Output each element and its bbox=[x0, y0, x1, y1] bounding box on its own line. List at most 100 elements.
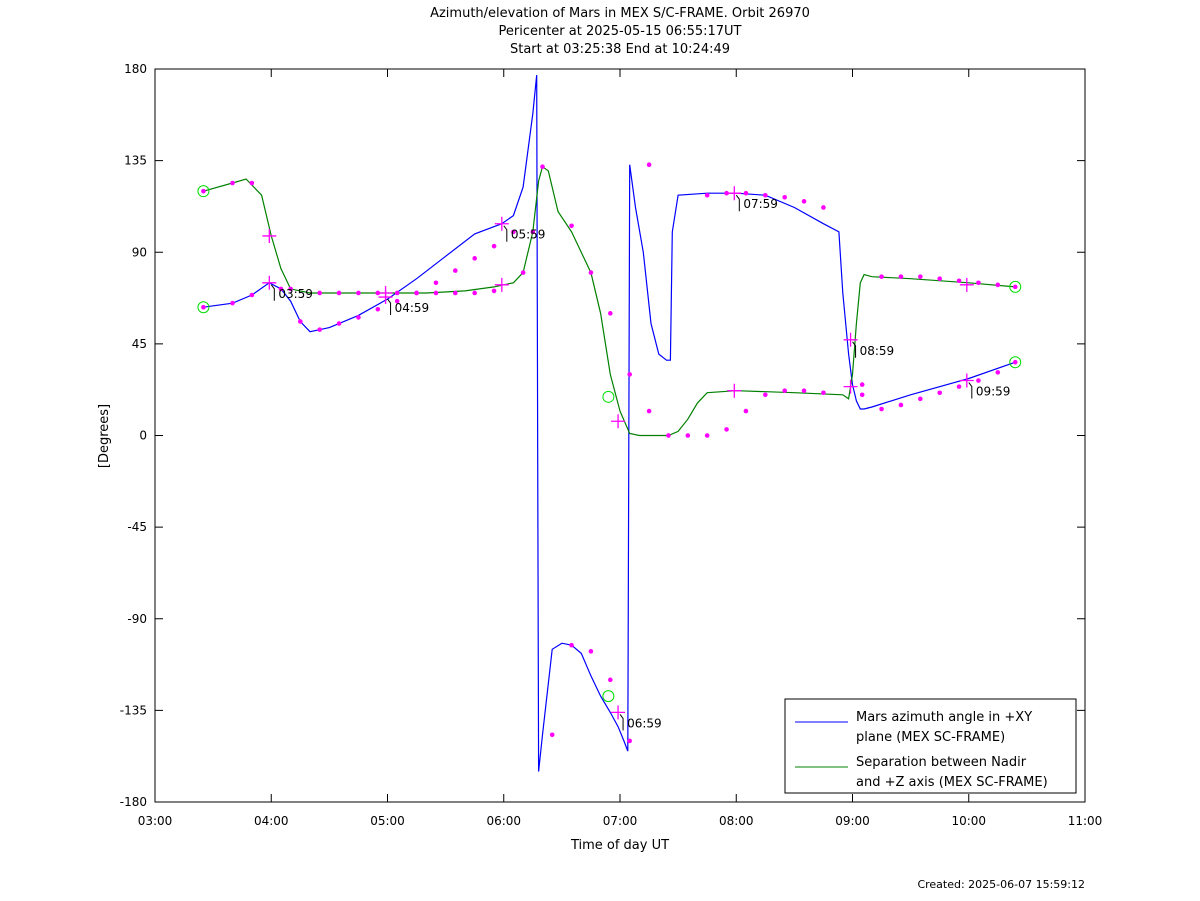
y-tick-label: -135 bbox=[120, 703, 147, 717]
separation-sample-point bbox=[646, 408, 652, 414]
separation-sample-point bbox=[336, 290, 342, 296]
azimuth-sample-point bbox=[608, 677, 613, 683]
azimuth-sample-point bbox=[249, 292, 255, 298]
hour-annotations: 03:59 04:59 05:59 06:59 07:59 08:59 09:59 bbox=[270, 194, 1010, 731]
azimuth-hour-cross bbox=[727, 186, 742, 201]
azimuth-sample-point bbox=[627, 738, 632, 744]
separation-sample-point bbox=[724, 427, 729, 432]
separation-hour-cross bbox=[378, 285, 393, 300]
hour-annotation-label: 05:59 bbox=[511, 228, 546, 242]
chart-title-line-2: Pericenter at 2025-05-15 06:55:17UT bbox=[498, 24, 741, 39]
separation-sample-point bbox=[801, 388, 807, 394]
azimuth-endpoint-circle bbox=[197, 301, 210, 314]
y-tick-label: 90 bbox=[132, 245, 147, 259]
hour-annotation-label: 07:59 bbox=[743, 197, 778, 211]
separation-sample-point bbox=[317, 290, 322, 296]
separation-sample-point bbox=[569, 223, 574, 229]
azimuth-sample-point bbox=[956, 384, 962, 389]
separation-sample-point bbox=[356, 290, 361, 296]
separation-sample-point bbox=[918, 274, 923, 279]
azimuth-sample-point bbox=[724, 190, 729, 196]
y-tick-label: -90 bbox=[127, 612, 147, 626]
separation-series-line bbox=[203, 165, 1016, 437]
hour-annotation-pointer bbox=[387, 298, 392, 316]
hour-annotation-pointer bbox=[735, 194, 740, 212]
azimuth-sample-point bbox=[375, 306, 381, 312]
separation-sample-point bbox=[763, 392, 768, 398]
azimuth-sample-point bbox=[453, 268, 458, 273]
azimuth-sample-point bbox=[801, 199, 807, 204]
separation-sample-point bbox=[414, 290, 419, 296]
azimuth-series-line bbox=[203, 75, 1016, 772]
separation-endpoint-circle bbox=[1009, 280, 1022, 293]
y-tick-label: 135 bbox=[124, 154, 147, 168]
separation-sample-point bbox=[937, 276, 942, 282]
separation-sample-point bbox=[530, 229, 536, 235]
azimuth-sample-point bbox=[704, 192, 710, 198]
hour-annotation-pointer bbox=[270, 284, 275, 301]
x-tick-label: 04:00 bbox=[254, 814, 289, 828]
separation-sample-point bbox=[627, 372, 632, 377]
x-tick-label: 08:00 bbox=[719, 814, 754, 828]
separation-sample-point bbox=[956, 278, 962, 284]
azimuth-sample-point bbox=[763, 192, 768, 198]
azimuth-sample-point bbox=[472, 256, 477, 261]
x-tick-label: 10:00 bbox=[951, 814, 986, 828]
separation-hour-cross bbox=[611, 414, 626, 429]
azimuth-sample-point bbox=[549, 732, 555, 738]
separation-sample-point bbox=[608, 311, 613, 316]
separation-sample-point bbox=[375, 290, 381, 296]
separation-sample-point bbox=[540, 164, 545, 170]
separation-sample-point bbox=[743, 408, 749, 414]
azimuth-hour-cross bbox=[262, 275, 277, 290]
legend-box bbox=[784, 698, 1077, 794]
azimuth-sample-point bbox=[918, 396, 923, 402]
azimuth-sample-point bbox=[230, 300, 235, 306]
separation-sample-point bbox=[898, 274, 904, 279]
azimuth-sample-point bbox=[821, 205, 826, 210]
separation-hour-cross bbox=[262, 228, 277, 243]
chart-title-line-3: Start at 03:25:38 End at 10:24:49 bbox=[510, 42, 730, 57]
separation-sample-point bbox=[782, 388, 787, 394]
created-timestamp: Created: 2025-06-07 15:59:12 bbox=[917, 878, 1085, 891]
separation-sample-point bbox=[394, 290, 400, 296]
legend: Mars azimuth angle in +XY plane (MEX SC-… bbox=[784, 698, 1077, 794]
azimuth-endpoint-circle bbox=[1009, 356, 1022, 369]
x-tick-labels: 03:00 04:00 05:00 06:00 07:00 08:00 09:00 10:00… bbox=[138, 814, 1103, 828]
separation-sample-point bbox=[666, 433, 671, 438]
separation-sample-point bbox=[433, 290, 439, 296]
separation-sample-point bbox=[685, 433, 691, 438]
azimuth-hour-cross bbox=[494, 216, 509, 231]
hour-annotation-pointer bbox=[619, 714, 624, 731]
separation-sample-point bbox=[230, 180, 235, 186]
azimuth-sample-point bbox=[394, 298, 400, 304]
azimuth-hour-cross bbox=[843, 332, 858, 347]
azimuth-sample-point bbox=[1012, 359, 1018, 365]
azimuth-sample-point bbox=[569, 642, 574, 648]
separation-sample-point bbox=[520, 270, 526, 275]
separation-hour-cross bbox=[959, 277, 974, 292]
chart-title-line-1: Azimuth/elevation of Mars in MEX S/C-FRA… bbox=[430, 6, 810, 21]
series-markers bbox=[197, 162, 1022, 744]
plot-frame bbox=[154, 68, 1086, 803]
azimuth-sample-point bbox=[278, 286, 284, 292]
x-axis-label: Time of day UT bbox=[570, 838, 669, 853]
x-tick-label: 06:00 bbox=[486, 814, 521, 828]
separation-sample-point bbox=[288, 286, 293, 292]
separation-sample-point bbox=[879, 274, 884, 279]
legend-label-separation-line-2: and +Z axis (MEX SC-FRAME) bbox=[856, 775, 1048, 790]
azimuth-sample-point bbox=[588, 649, 594, 654]
x-tick-label: 09:00 bbox=[835, 814, 870, 828]
hour-annotation-pointer bbox=[968, 382, 973, 399]
separation-endpoint-circle bbox=[602, 390, 615, 403]
azimuth-sample-point bbox=[491, 243, 497, 249]
separation-hour-cross bbox=[843, 379, 858, 394]
hour-annotation-pointer bbox=[503, 225, 508, 242]
separation-hour-cross bbox=[727, 383, 742, 398]
azimuth-sample-point bbox=[646, 162, 652, 167]
hour-annotation-pointer bbox=[852, 341, 857, 358]
azimuth-hour-cross bbox=[611, 705, 626, 720]
separation-hour-cross bbox=[494, 277, 509, 292]
azimuth-sample-point bbox=[201, 304, 206, 310]
separation-sample-point bbox=[453, 290, 458, 296]
